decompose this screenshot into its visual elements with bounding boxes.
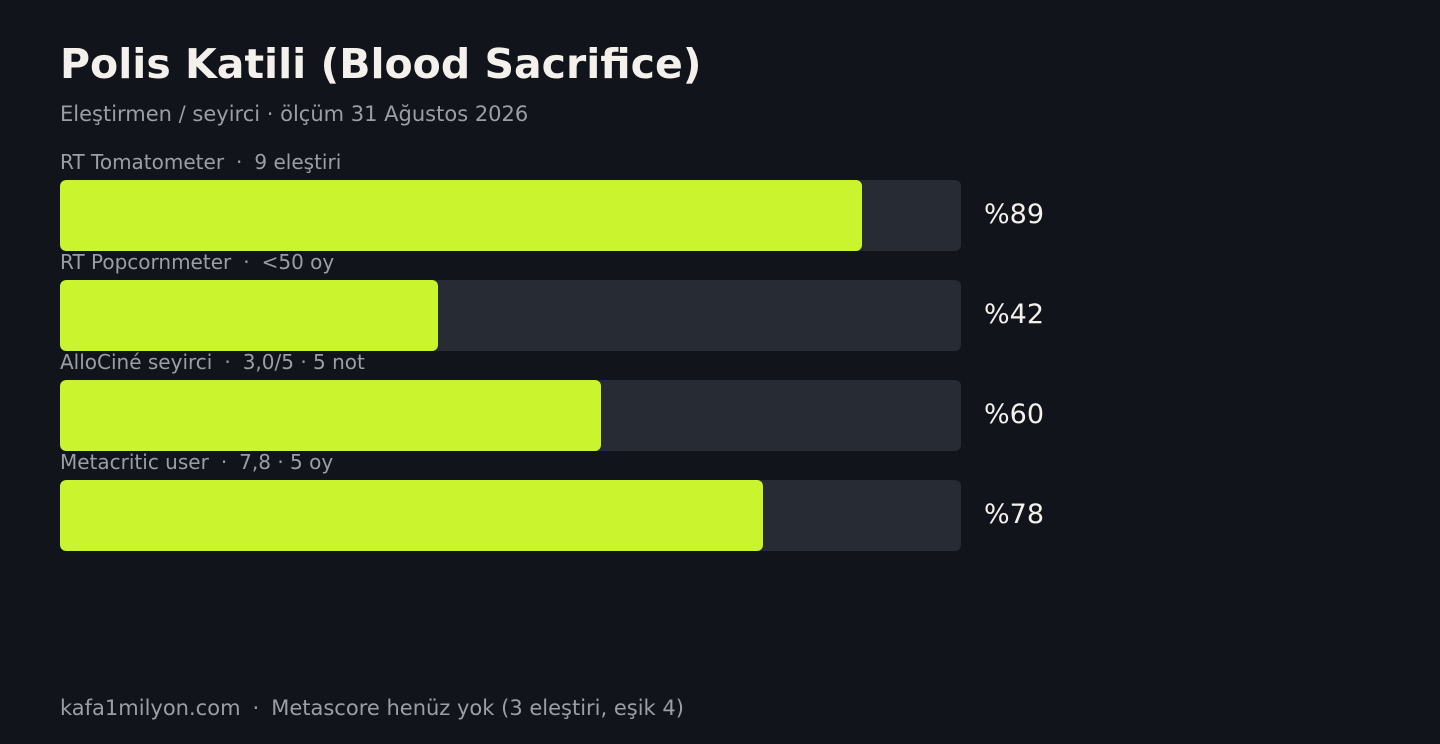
value-label: %42 [984,299,1045,330]
bar-track [60,480,961,551]
bar-fill [60,180,862,251]
score-row: RT Popcornmeter · <50 oy %42 [60,248,1160,351]
page-title: Polis Katili (Blood Sacrifice) [60,40,702,88]
bar-fill [60,480,763,551]
label-separator: · [224,350,231,374]
bar-fill [60,380,601,451]
label-separator: · [236,150,243,174]
category-label: RT Popcornmeter [60,250,232,274]
score-row: AlloCiné seyirci · 3,0/5 · 5 not %60 [60,348,1160,451]
category-label: AlloCiné seyirci [60,350,213,374]
score-row: RT Tomatometer · 9 eleştiri %89 [60,148,1160,251]
row-label: RT Tomatometer · 9 eleştiri [60,148,341,176]
category-detail: 3,0/5 · 5 not [242,350,365,374]
category-detail: 7,8 · 5 oy [239,450,334,474]
value-label: %89 [984,199,1045,230]
label-separator: · [220,450,228,474]
row-label: Metacritic user · 7,8 · 5 oy [60,448,333,476]
score-bar-chart: RT Tomatometer · 9 eleştiri %89 RT Popcornme… [60,148,1160,551]
category-label: Metacritic user [60,450,209,474]
label-separator: · [243,250,250,274]
bar-track [60,380,961,451]
value-label: %78 [984,499,1045,530]
footer: kafa1milyon.com · Metascore henüz yok (3 e… [60,694,684,722]
row-label: AlloCiné seyirci · 3,0/5 · 5 not [60,348,365,376]
footer-separator: · [252,696,260,720]
score-row: Metacritic user · 7,8 · 5 oy %78 [60,448,1160,551]
bar-track [60,280,961,351]
bar-fill [60,280,439,351]
category-detail: <50 oy [261,250,335,274]
page-subtitle: Eleştirmen / seyirci · ölçüm 31 Ağustos … [60,102,529,126]
row-label: RT Popcornmeter · <50 oy [60,248,334,276]
category-label: RT Tomatometer [60,150,225,174]
footer-site: kafa1milyon.com [60,696,241,720]
footer-note: Metascore henüz yok (3 eleştiri, eşik 4) [271,696,684,720]
bar-track [60,180,961,251]
value-label: %60 [984,399,1045,430]
category-detail: 9 eleştiri [254,150,342,174]
